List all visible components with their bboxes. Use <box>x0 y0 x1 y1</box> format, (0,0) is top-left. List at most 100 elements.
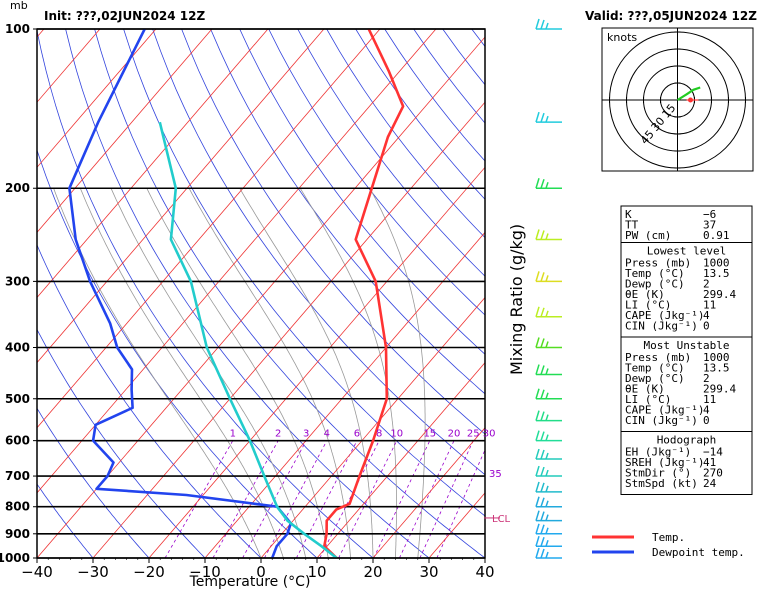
mixing-ratio-value: 10 <box>390 429 403 440</box>
wind-barb-flag <box>540 338 545 348</box>
index-label: PW (cm) <box>625 229 671 242</box>
index-value: 4 <box>703 404 710 417</box>
valid-time-label: Valid: ???,05JUN2024 12Z <box>585 9 757 23</box>
pressure-tick-label: 500 <box>5 392 30 406</box>
index-value: 1000 <box>703 257 730 270</box>
index-label: CAPE (Jkg⁻¹) <box>625 404 704 417</box>
wind-barb-flag <box>535 481 540 493</box>
wind-barb-flag <box>535 523 540 535</box>
mixing-ratio-line <box>212 440 279 558</box>
index-label: StmDir (°) <box>625 467 691 480</box>
pressure-tick-label: 1000 <box>0 551 30 565</box>
index-value: 1000 <box>703 351 730 364</box>
profile-temp- <box>323 29 405 558</box>
temperature-tick-label: −30 <box>77 563 109 581</box>
wind-barb-flag <box>545 115 549 123</box>
wind-barb <box>535 306 562 318</box>
wind-barb-flag <box>535 410 540 421</box>
wind-barb <box>535 178 562 189</box>
index-value: 11 <box>703 393 716 406</box>
mixing-ratio-line <box>338 440 398 558</box>
wind-barb-flag <box>540 524 545 535</box>
index-value: 24 <box>703 477 717 490</box>
index-value: 2 <box>703 278 710 291</box>
wind-barb-flag <box>540 230 545 240</box>
sounding-profiles <box>68 29 405 558</box>
index-value: 270 <box>703 467 723 480</box>
index-value: 13.5 <box>703 362 730 375</box>
mixing-ratio-value: 30 <box>483 429 496 440</box>
index-label: Press (mb) <box>625 257 691 270</box>
pressure-tick-label: 200 <box>5 181 30 195</box>
pressure-axis: 1000 900 800 700 600 500 400 300 200 100 <box>0 22 37 565</box>
wind-barb-flag <box>540 272 545 282</box>
dry-adiabat <box>65 29 430 558</box>
indices-box-title: Most Unstable <box>643 339 729 352</box>
index-value: 37 <box>703 219 716 232</box>
index-value: 2 <box>703 372 710 385</box>
isotherm <box>204 231 485 558</box>
index-label: LI (°C) <box>625 393 671 406</box>
mixing-ratio-axis-label: Mixing Ratio (g/kg) <box>507 224 526 375</box>
wind-barb-flag <box>535 510 540 521</box>
dry-adiabat <box>152 29 485 476</box>
wind-barb-flag <box>535 388 540 399</box>
wind-barb-flag <box>540 497 545 507</box>
wind-barb-flag <box>545 22 549 30</box>
temperature-tick-label: 10 <box>307 563 326 581</box>
pressure-tick-label: 400 <box>5 340 30 354</box>
mixing-ratio-line <box>319 440 380 558</box>
temperature-tick-label: −20 <box>133 563 165 581</box>
index-label: θE (K) <box>625 383 665 396</box>
index-label: CIN (Jkg⁻¹) <box>625 320 698 333</box>
wind-barb-flag <box>545 275 549 282</box>
wind-barb-flag <box>545 434 549 441</box>
wind-barb-flag <box>535 111 540 123</box>
isotherm <box>372 427 485 558</box>
wind-barb-flag <box>545 341 549 348</box>
indices-box <box>620 205 753 243</box>
wind-barb-flag <box>540 449 545 460</box>
wind-barb-flag <box>545 514 549 521</box>
legend: Temp. Dewpoint temp. <box>592 531 745 559</box>
dry-adiabat <box>268 29 485 316</box>
isotherm <box>37 36 485 558</box>
wind-barb <box>535 496 562 508</box>
wind-barb-flag <box>545 414 549 421</box>
wind-barb-flag <box>545 539 549 547</box>
wind-barb-flag <box>540 365 545 375</box>
mixing-ratio-value: 4 <box>324 429 330 440</box>
mixing-ratio-value: 3 <box>303 429 309 440</box>
moist-adiabat <box>299 187 397 558</box>
lcl-altitude-label: 35 <box>489 469 502 480</box>
index-label: StmSpd (kt) <box>625 477 698 490</box>
legend-label: Temp. <box>652 531 685 544</box>
index-value: 299.4 <box>703 288 736 301</box>
pressure-tick-label: 600 <box>5 434 30 448</box>
index-value: 299.4 <box>703 383 736 396</box>
dry-adiabat <box>123 29 485 517</box>
index-value: 13.5 <box>703 267 730 280</box>
wind-barb <box>535 271 562 283</box>
isotherm <box>37 29 157 168</box>
index-label: θE (K) <box>625 288 665 301</box>
wind-barb <box>535 536 562 547</box>
mixing-ratio-value: 1 <box>230 429 236 440</box>
wind-barb-flag <box>545 551 549 559</box>
index-value: 0 <box>703 320 710 333</box>
dry-adiabat <box>37 407 150 558</box>
wind-barb <box>535 481 562 493</box>
wind-barb-flag <box>535 229 540 240</box>
isotherm <box>316 362 485 558</box>
isotherm <box>37 29 381 429</box>
mixing-ratio-value: 15 <box>423 429 436 440</box>
mixing-ratio-value: 8 <box>376 429 382 440</box>
wind-barb-flag <box>545 368 549 375</box>
isotherm <box>92 101 485 558</box>
isotherm <box>37 29 437 494</box>
index-value: −14 <box>703 446 723 459</box>
wind-barb <box>535 388 562 400</box>
mixing-ratio-line <box>419 440 474 558</box>
wind-barb-flag <box>540 482 545 493</box>
